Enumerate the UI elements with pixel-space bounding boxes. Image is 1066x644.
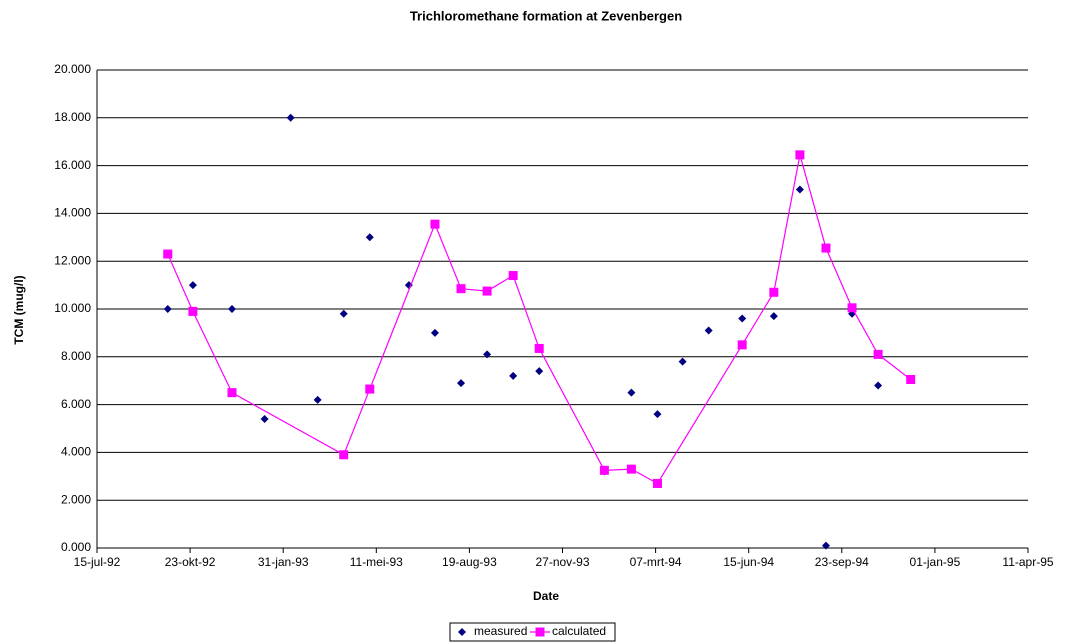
x-tick-label: 01-jan-95 xyxy=(910,555,961,569)
marker xyxy=(626,464,636,474)
x-tick-label: 11-apr-95 xyxy=(1002,555,1053,569)
marker xyxy=(847,303,857,313)
y-axis-label: TCM (mug/l) xyxy=(12,275,26,344)
marker xyxy=(339,309,348,318)
marker xyxy=(704,326,713,335)
x-tick-label: 07-mrt-94 xyxy=(630,555,682,569)
marker xyxy=(821,243,831,253)
marker xyxy=(163,305,172,313)
x-tick-label: 15-jun-94 xyxy=(723,555,774,569)
marker xyxy=(509,371,518,380)
y-tick-label: 0.000 xyxy=(61,540,91,554)
marker xyxy=(873,349,883,359)
marker xyxy=(652,478,662,488)
x-tick-label: 19-aug-93 xyxy=(442,555,497,569)
marker xyxy=(795,185,804,194)
marker xyxy=(738,314,747,323)
marker xyxy=(821,541,830,550)
x-tick-label: 23-okt-92 xyxy=(165,555,216,569)
y-tick-label: 20.000 xyxy=(54,62,91,76)
marker xyxy=(482,286,492,296)
marker xyxy=(456,284,466,294)
series-line xyxy=(167,154,912,485)
marker xyxy=(678,357,687,366)
marker xyxy=(286,113,295,122)
legend-marker xyxy=(535,627,545,637)
x-tick-label: 11-mei-93 xyxy=(350,555,403,569)
y-tick-label: 2.000 xyxy=(61,492,91,506)
marker xyxy=(188,281,197,290)
marker xyxy=(906,375,916,385)
marker xyxy=(508,271,518,281)
y-tick-label: 16.000 xyxy=(54,158,91,172)
marker xyxy=(339,450,349,460)
y-tick-label: 10.000 xyxy=(54,301,91,315)
marker xyxy=(227,305,236,313)
marker xyxy=(795,150,805,160)
marker xyxy=(430,328,439,337)
y-tick-label: 14.000 xyxy=(54,206,91,220)
marker xyxy=(769,312,778,321)
marker xyxy=(599,465,609,475)
marker xyxy=(874,381,883,390)
y-tick-label: 4.000 xyxy=(61,445,91,459)
marker xyxy=(404,281,413,290)
marker xyxy=(227,388,237,398)
legend-label: measured xyxy=(474,624,527,638)
marker xyxy=(627,388,636,397)
legend-marker xyxy=(458,628,466,636)
y-tick-label: 12.000 xyxy=(54,253,91,267)
x-axis-label: Date xyxy=(533,589,559,603)
marker xyxy=(163,249,173,259)
marker xyxy=(483,350,492,359)
marker xyxy=(653,410,662,419)
marker xyxy=(534,343,544,353)
marker xyxy=(769,287,779,297)
x-tick-label: 31-jan-93 xyxy=(258,555,309,569)
marker xyxy=(365,233,374,242)
marker xyxy=(430,219,440,229)
marker xyxy=(737,340,747,350)
legend-label: calculated xyxy=(552,624,606,638)
marker xyxy=(535,367,544,376)
y-tick-label: 8.000 xyxy=(61,349,91,363)
marker xyxy=(313,395,322,404)
marker xyxy=(365,384,375,394)
y-tick-label: 18.000 xyxy=(54,110,91,124)
x-tick-label: 27-nov-93 xyxy=(535,555,589,569)
marker xyxy=(457,379,466,388)
chart-title: Trichloromethane formation at Zevenberge… xyxy=(410,8,682,23)
marker xyxy=(188,306,198,316)
marker xyxy=(260,414,269,423)
y-tick-label: 6.000 xyxy=(61,397,91,411)
x-tick-label: 23-sep-94 xyxy=(815,555,869,569)
x-tick-label: 15-jul-92 xyxy=(74,555,121,569)
